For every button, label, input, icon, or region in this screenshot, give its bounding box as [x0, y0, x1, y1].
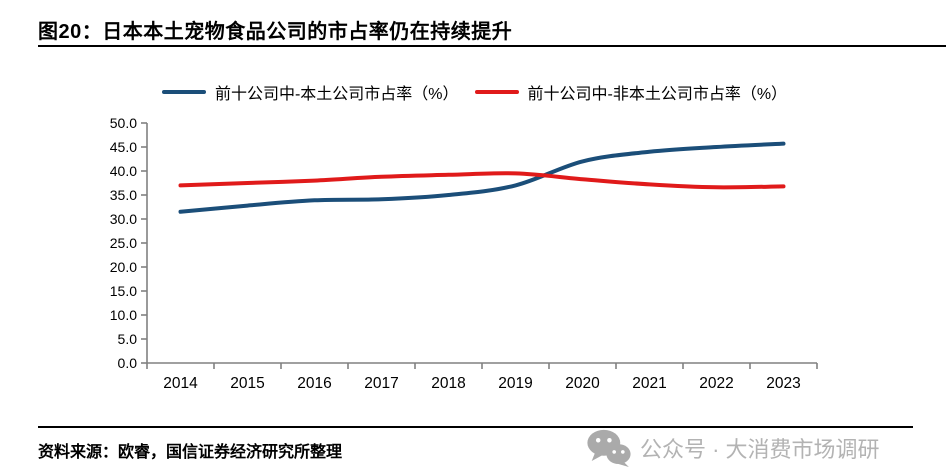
legend-swatch-domestic	[161, 90, 206, 94]
footer-divider	[38, 426, 913, 428]
y-tick-label: 15.0	[110, 283, 137, 299]
chart-legend: 前十公司中-本土公司市占率（%） 前十公司中-非本土公司市占率（%）	[0, 80, 949, 104]
x-tick-label: 2016	[297, 375, 331, 392]
y-tick-label: 50.0	[110, 115, 137, 131]
legend-item-foreign: 前十公司中-非本土公司市占率（%）	[474, 80, 788, 104]
x-tick-label: 2015	[230, 375, 264, 392]
series-line-domestic	[178, 141, 786, 214]
legend-label-foreign: 前十公司中-非本土公司市占率（%）	[527, 86, 788, 103]
legend-label-domestic: 前十公司中-本土公司市占率（%）	[214, 86, 459, 103]
watermark-text: 公众号 · 大消费市场调研	[640, 437, 880, 462]
x-tick-label: 2023	[766, 375, 800, 392]
x-tick-label: 2019	[498, 375, 532, 392]
y-tick-label: 5.0	[118, 331, 138, 347]
wechat-icon	[587, 429, 631, 467]
legend-swatch-foreign	[474, 90, 519, 94]
y-tick-label: 40.0	[110, 163, 137, 179]
title-divider	[38, 45, 946, 47]
y-tick-label: 35.0	[110, 187, 137, 203]
x-tick-label: 2020	[565, 375, 600, 392]
y-tick-label: 25.0	[110, 235, 137, 251]
figure-title: 图20：日本本土宠物食品公司的市占率仍在持续提升	[38, 21, 513, 43]
y-tick-label: 10.0	[110, 307, 137, 323]
series-line-foreign	[178, 171, 786, 190]
x-tick-label: 2018	[431, 375, 465, 392]
watermark: 公众号 · 大消费市场调研	[586, 429, 880, 467]
x-tick-label: 2021	[632, 375, 666, 392]
x-tick-label: 2014	[163, 375, 198, 392]
y-tick-label: 20.0	[110, 259, 137, 275]
x-tick-label: 2022	[699, 375, 733, 392]
y-tick-label: 45.0	[110, 139, 137, 155]
source-note: 资料来源：欧睿，国信证券经济研究所整理	[38, 444, 343, 461]
y-tick-label: 30.0	[110, 211, 137, 227]
line-chart: 0.0 5.0 10.0 15.0 20.0 25.0 30.0 35.0 40.0 45.0 50…	[110, 115, 818, 392]
x-tick-label: 2017	[364, 375, 398, 392]
y-tick-label: 0.0	[118, 355, 138, 371]
legend-item-domestic: 前十公司中-本土公司市占率（%）	[161, 80, 459, 104]
